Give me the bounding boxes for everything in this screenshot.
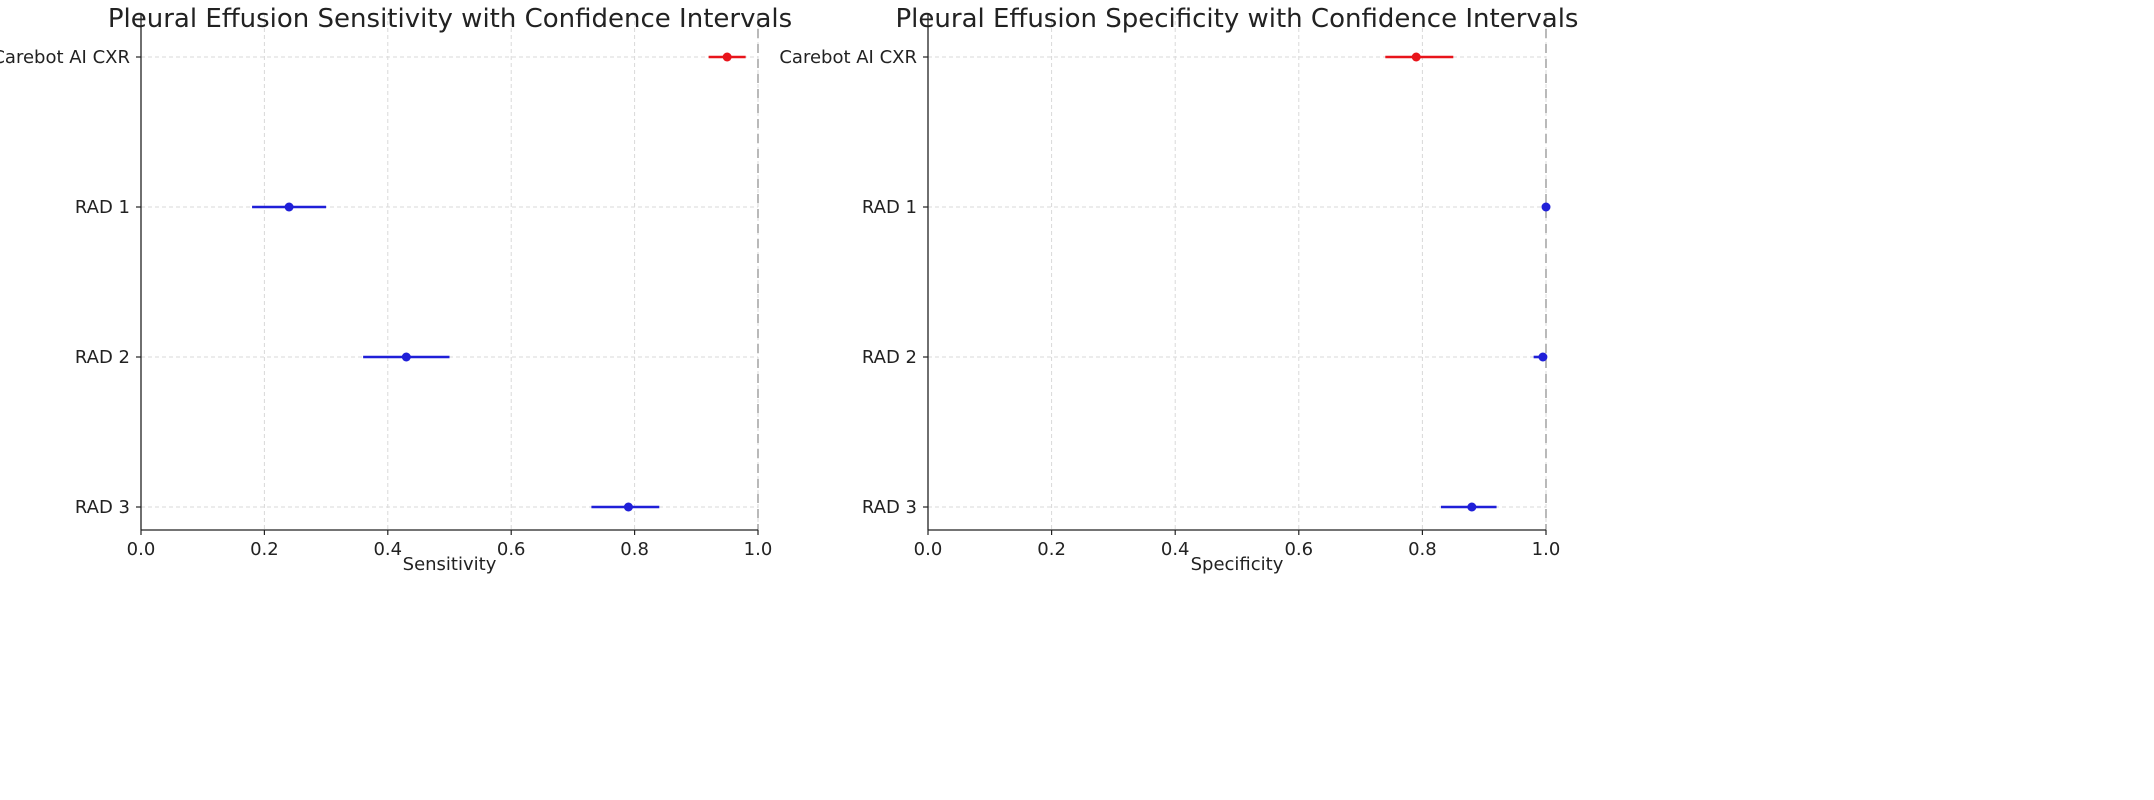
y-tick-label: RAD 1	[75, 197, 130, 218]
point-estimate	[1467, 502, 1477, 512]
x-tick-label: 0.0	[127, 539, 156, 560]
specificity-chart: 0.0 0.2 0.4 0.6 0.8 1.0 Carebot AI CXR RAD 1 RAD…	[779, 4, 1578, 575]
chart-title: Pleural Effusion Sensitivity with Confid…	[108, 4, 792, 34]
point-estimate	[1541, 202, 1551, 212]
x-tick-label: 0.6	[1284, 539, 1313, 560]
x-tick-label: 0.6	[497, 539, 526, 560]
sensitivity-chart: 0.0 0.2 0.4 0.6 0.8 1.0 Carebot AI CXR RAD 1 RAD…	[0, 4, 792, 575]
point-estimate	[1538, 352, 1548, 362]
x-tick-label: 1.0	[1532, 539, 1561, 560]
x-tick-label: 0.2	[1037, 539, 1066, 560]
y-tick-label: RAD 1	[862, 197, 917, 218]
x-tick-label: 0.0	[914, 539, 943, 560]
x-tick-label: 0.4	[1161, 539, 1190, 560]
point-estimate	[284, 202, 294, 212]
x-tick-label: 0.8	[1408, 539, 1437, 560]
x-tick-label: 0.8	[620, 539, 649, 560]
y-tick-label: RAD 3	[862, 497, 917, 518]
x-axis-label: Specificity	[1191, 554, 1284, 575]
x-tick-label: 1.0	[744, 539, 773, 560]
point-estimate	[623, 502, 633, 512]
x-tick-label: 0.4	[373, 539, 402, 560]
y-tick-label: RAD 3	[75, 497, 130, 518]
y-tick-label: RAD 2	[75, 347, 130, 368]
point-estimate	[722, 52, 732, 62]
x-axis-label: Sensitivity	[403, 554, 497, 575]
point-estimate	[1411, 52, 1421, 62]
point-estimate	[401, 352, 411, 362]
x-tick-label: 0.2	[250, 539, 279, 560]
y-tick-label: Carebot AI CXR	[779, 47, 917, 68]
y-tick-label: RAD 2	[862, 347, 917, 368]
chart-title: Pleural Effusion Specificity with Confid…	[896, 4, 1579, 34]
y-tick-label: Carebot AI CXR	[0, 47, 130, 68]
